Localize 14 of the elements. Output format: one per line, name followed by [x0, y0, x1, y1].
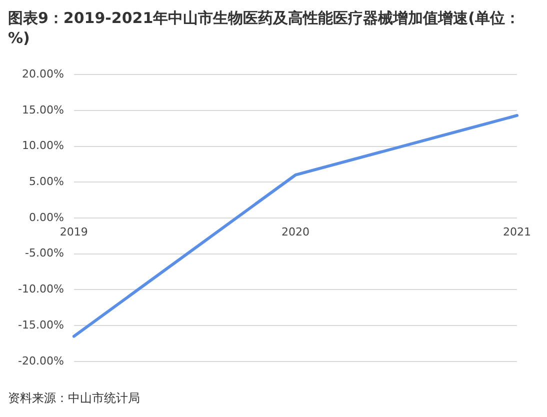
y-tick-label: 20.00%	[22, 67, 64, 80]
y-tick-label: -5.00%	[24, 246, 64, 260]
text: 资料来源：中山市统计局	[8, 390, 140, 407]
x-tick-label: 2019	[60, 225, 88, 238]
y-tick-label: -20.00%	[18, 354, 64, 368]
y-tick-label: 5.00%	[28, 175, 64, 188]
chart-title: 图表9：2019-2021年中山市生物医药及高性能医疗器械增加值增速(单位：%)	[8, 8, 522, 48]
x-tick-label: 2020	[281, 225, 310, 238]
y-tick-label: 10.00%	[22, 139, 64, 152]
x-tick-label: 2021	[503, 225, 531, 238]
y-tick-label: 15.00%	[22, 103, 64, 116]
y-tick-label: -15.00%	[18, 318, 64, 332]
y-tick-label: -10.00%	[18, 282, 64, 296]
y-tick-label: 0.00%	[28, 210, 64, 224]
